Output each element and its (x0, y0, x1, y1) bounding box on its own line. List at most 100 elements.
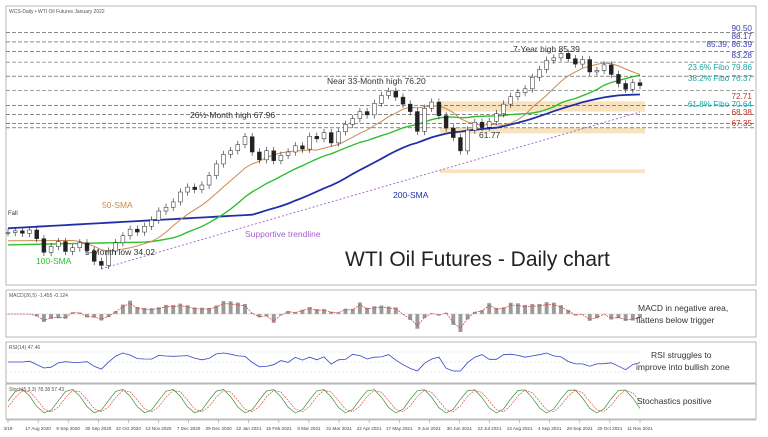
macd-bar (77, 312, 82, 314)
macd-bar (185, 305, 190, 314)
macd-bar (422, 314, 427, 319)
candle-body (293, 145, 298, 153)
candle-body (393, 91, 399, 98)
candle-body (127, 228, 133, 237)
chart-title: WTI Oil Futures - Daily chart (345, 248, 610, 271)
rsi-comment-line1: RSI struggles to (651, 350, 712, 360)
rsi-panel-frame (5, 341, 757, 384)
x-tick-label: 29 Dec 2020 (206, 426, 232, 431)
candle-body (443, 115, 449, 129)
candle-body (472, 122, 478, 131)
macd-bar (192, 307, 197, 314)
x-tick-label: 20 Oct 2021 (597, 426, 622, 431)
macd-bar (300, 309, 305, 314)
level-label-2: 85.39, 86.39 (706, 40, 752, 49)
macd-bar (609, 314, 614, 320)
rsi-line (6, 351, 641, 373)
candle-body (465, 129, 470, 152)
x-tick-label: 9 Sep 2020 (56, 426, 80, 431)
level-label-0: 90.50 (732, 24, 753, 33)
rsi-series-line (8, 352, 641, 372)
sma-100-line (7, 74, 641, 246)
sma-200-line (7, 93, 641, 230)
stoch-d-line (7, 389, 641, 413)
candle-body (551, 57, 557, 61)
macd-bar (271, 314, 276, 323)
macd-bar (278, 314, 283, 316)
candle-body (364, 111, 370, 116)
candle-body (99, 261, 104, 266)
macd-bar (243, 303, 247, 314)
candle-body (170, 201, 176, 208)
candle-body (221, 154, 226, 165)
stochastic-lines (7, 388, 641, 414)
candle-body (214, 163, 219, 176)
macd-bar (638, 314, 642, 319)
macd-bar (537, 303, 542, 314)
macd-bar (408, 314, 413, 320)
price-candles (5, 49, 643, 270)
rsi-comment-line2: improve into bullish zone (636, 362, 730, 372)
candle-body (565, 53, 571, 59)
macd-bar (228, 301, 233, 314)
candle-body (27, 229, 32, 234)
candle-body (530, 77, 535, 90)
candle-body (192, 186, 197, 190)
macd-bar (501, 307, 506, 314)
macd-bar (357, 302, 362, 314)
x-tick-label: 9 Jun 2021 (418, 426, 441, 431)
macd-bar (415, 314, 420, 329)
x-tick-label: 17 Aug 2020 (25, 426, 51, 431)
label-100-sma: 100-SMA (36, 256, 72, 266)
x-tick-label: 11 Nov 2021 (627, 426, 653, 431)
macd-comment-line1: MACD in negative area, (638, 303, 728, 313)
macd-bar (156, 307, 161, 314)
candle-body (623, 83, 628, 90)
level-label-7: 61.8% Fibo 70.64 (688, 100, 753, 109)
macd-bar (465, 314, 470, 320)
macd-bar (286, 311, 291, 314)
macd-bar (523, 304, 528, 314)
candle-body (199, 184, 205, 190)
macd-bar (544, 302, 549, 314)
macd-bar (451, 314, 456, 325)
level-label-4: 23.6% Fibo 79.86 (688, 63, 753, 72)
candle-body (336, 131, 341, 144)
x-tick-label: 15 Feb 2021 (266, 426, 292, 431)
x-tick-label: 22 Oct 2020 (116, 426, 141, 431)
level-label-1: 88.17 (732, 32, 753, 41)
macd-header: MACD(26,5) -1.455 -0.124 (9, 293, 68, 299)
candle-body (178, 191, 183, 203)
support-zone-0 (440, 101, 645, 112)
candle-body (142, 226, 147, 233)
macd-bar (480, 310, 484, 314)
candle-body (235, 144, 241, 152)
macd-bar (559, 305, 563, 314)
level-label-6: 72.71 (732, 92, 753, 101)
candle-body (56, 241, 61, 247)
macd-bar (630, 314, 635, 321)
candle-body (34, 229, 39, 239)
candle-body (264, 150, 269, 161)
label-50-sma: 50-SMA (102, 200, 133, 210)
macd-bar (314, 309, 319, 314)
stoch-header: Stoch(5,3,3) 78.38 57.43 (9, 387, 64, 393)
x-tick-label: 28 Sep 2021 (567, 426, 594, 431)
candle-body (300, 145, 305, 150)
candle-body (135, 228, 140, 233)
candle-body (415, 111, 420, 132)
macd-bar (99, 314, 104, 321)
candle-body (106, 250, 111, 266)
macd-bar (149, 308, 154, 314)
candle-body (515, 92, 521, 97)
candle-body (594, 70, 600, 73)
macd-bar (41, 314, 46, 322)
macd-bar (329, 311, 334, 314)
candle-body (321, 132, 327, 140)
macd-bar (135, 307, 140, 314)
label-supportive-trendline: Supportive trendline (245, 229, 321, 239)
price-panel-frame (5, 5, 757, 286)
supportive-trendline-line (101, 111, 641, 270)
macd-bar (551, 302, 556, 314)
